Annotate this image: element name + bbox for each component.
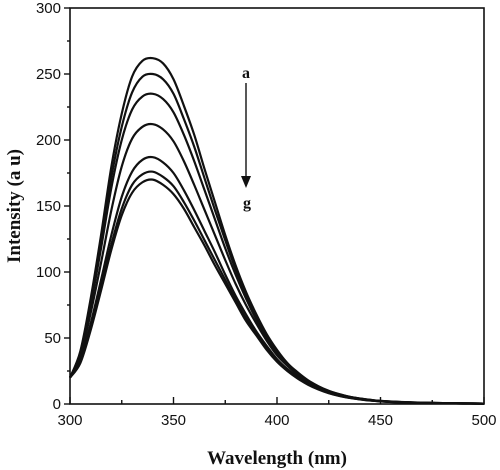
y-axis-title: Intensity (a u) bbox=[4, 149, 25, 263]
y-tick-label: 200 bbox=[36, 132, 61, 149]
arrow-label-bottom: g bbox=[243, 195, 251, 212]
y-tick-label: 150 bbox=[36, 198, 61, 215]
spectrum-curve-6 bbox=[69, 170, 485, 405]
y-tick-label: 300 bbox=[36, 0, 61, 17]
x-tick-label: 500 bbox=[471, 412, 496, 429]
x-tick-label: 300 bbox=[57, 412, 82, 429]
y-tick-label: 0 bbox=[53, 396, 61, 413]
axis-tick-labels: 300 350 400 450 500 0 50 100 150 200 250 300 bbox=[36, 0, 497, 429]
arrow-label-top: a bbox=[242, 65, 250, 82]
spectrum-curves bbox=[68, 56, 485, 405]
y-tick-label: 50 bbox=[44, 330, 61, 347]
x-tick-label: 450 bbox=[368, 412, 393, 429]
x-axis-title: Wavelength (nm) bbox=[207, 448, 347, 469]
axis-ticks bbox=[64, 7, 485, 405]
plot-frame bbox=[69, 7, 485, 405]
x-tick-label: 350 bbox=[161, 412, 186, 429]
y-tick-label: 250 bbox=[36, 66, 61, 83]
x-tick-label: 400 bbox=[264, 412, 289, 429]
trend-arrowhead bbox=[241, 176, 251, 188]
spectrum-curve-7 bbox=[69, 178, 485, 405]
y-tick-label: 100 bbox=[36, 264, 61, 281]
